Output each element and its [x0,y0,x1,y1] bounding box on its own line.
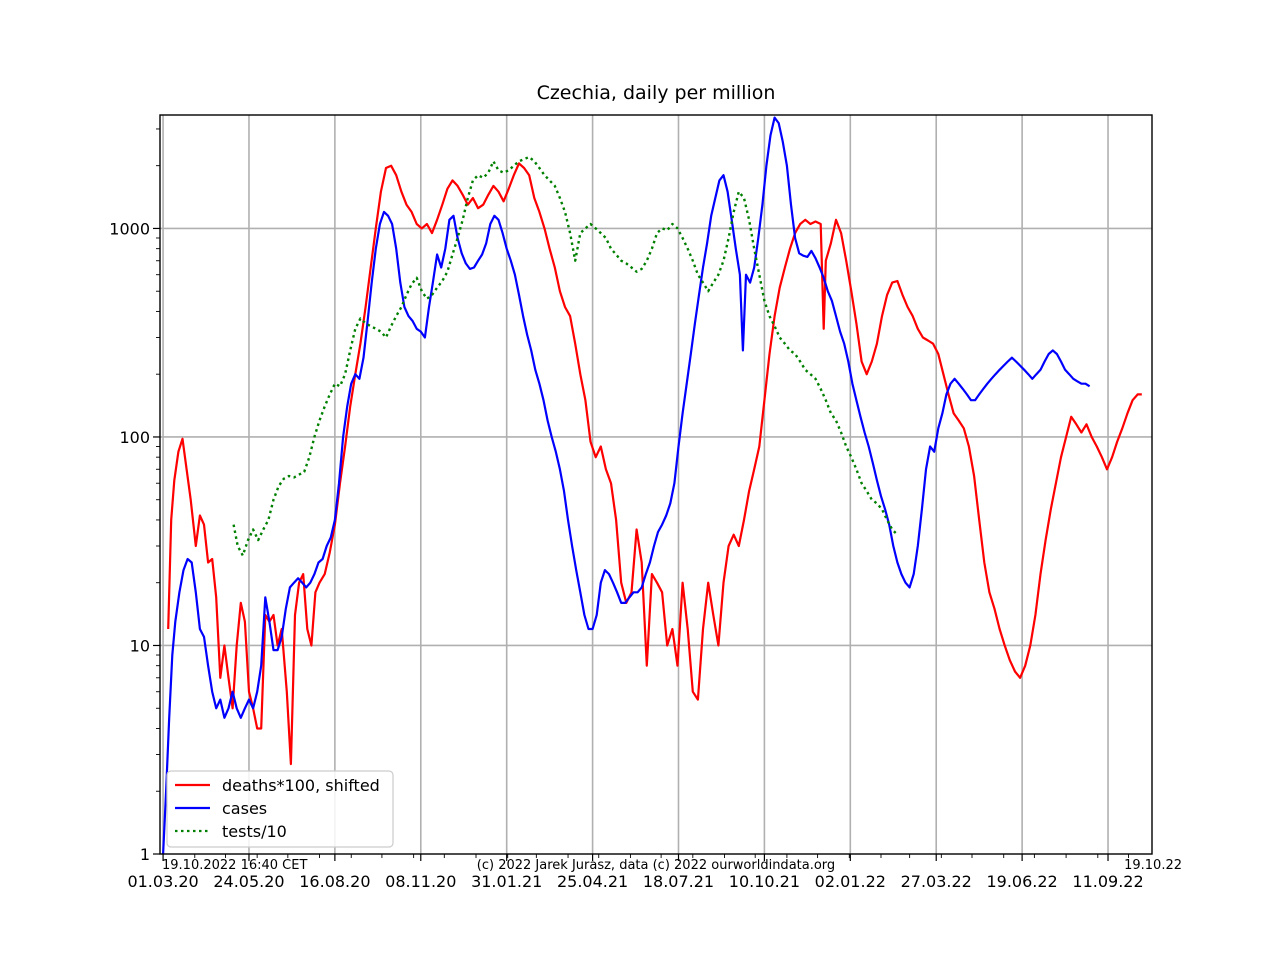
x-tick-label: 08.11.20 [385,872,456,891]
x-tick-label: 16.08.20 [299,872,370,891]
chart-title: Czechia, daily per million [537,82,776,104]
x-tick-label: 11.09.22 [1072,872,1143,891]
y-tick-label: 1000 [109,219,150,238]
copyright-annotation: (c) 2022 Jarek Jurasz, data (c) 2022 our… [477,858,835,873]
plot-frame [159,114,1153,855]
series-line-tests-10 [232,155,899,557]
x-tick-label: 31.01.21 [471,872,542,891]
legend-box [166,770,394,848]
timestamp-annotation: 19.10.2022 16:40 CET [162,858,307,873]
y-tick-label: 1 [140,845,150,864]
series-line-cases [162,116,1091,855]
y-tick-label: 10 [130,636,150,655]
x-tick-label: 02.01.22 [815,872,886,891]
y-tick-label: 100 [119,428,150,447]
x-tick-label: 25.04.21 [557,872,628,891]
x-tick-label: 19.06.22 [986,872,1057,891]
legend-label: deaths*100, shifted [222,776,380,795]
x-tick-label: 24.05.20 [213,872,284,891]
legend: deaths*100, shifted cases tests/10 [166,770,394,848]
x-tick-label: 18.07.21 [643,872,714,891]
grid [160,115,1152,854]
x-tick-label: 10.10.21 [729,872,800,891]
date-annotation: 19.10.22 [1124,858,1182,873]
legend-label: tests/10 [222,822,287,841]
axes: 1 10 100 1000 01.03.20 24.05.20 16.08.20 08.11.… [109,128,1144,891]
series-lines [162,116,1142,855]
x-tick-label: 27.03.22 [901,872,972,891]
x-tick-label: 01.03.20 [127,872,198,891]
legend-label: cases [222,799,267,818]
